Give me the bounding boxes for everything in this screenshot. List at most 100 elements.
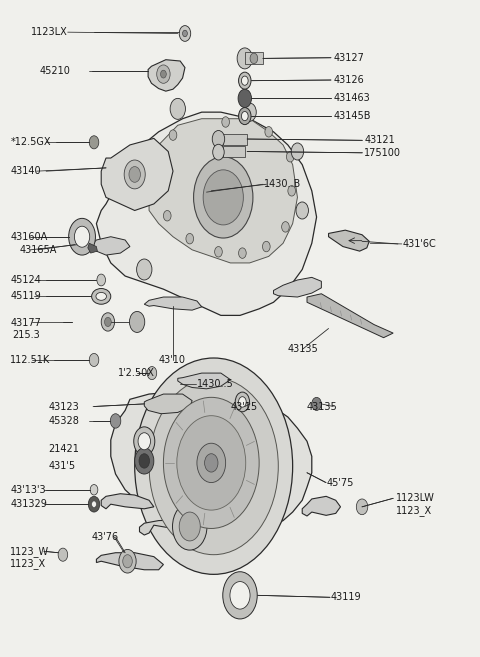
Circle shape bbox=[223, 572, 257, 619]
Text: 45124: 45124 bbox=[10, 275, 41, 285]
Text: 1123_X: 1123_X bbox=[396, 505, 432, 516]
Polygon shape bbox=[274, 277, 322, 297]
Circle shape bbox=[204, 454, 218, 472]
Circle shape bbox=[238, 89, 252, 108]
Circle shape bbox=[130, 311, 145, 332]
Text: 43121: 43121 bbox=[364, 135, 395, 145]
Text: 43'15: 43'15 bbox=[230, 401, 258, 411]
Circle shape bbox=[89, 353, 99, 367]
Circle shape bbox=[157, 65, 170, 83]
Circle shape bbox=[137, 259, 152, 280]
Polygon shape bbox=[178, 373, 230, 389]
Polygon shape bbox=[148, 60, 185, 91]
Circle shape bbox=[74, 226, 90, 247]
Polygon shape bbox=[88, 243, 97, 253]
Circle shape bbox=[288, 185, 296, 196]
Circle shape bbox=[265, 127, 273, 137]
Circle shape bbox=[241, 112, 248, 121]
Text: 1123_X: 1123_X bbox=[10, 558, 47, 570]
Text: 112.51K: 112.51K bbox=[10, 355, 50, 365]
Circle shape bbox=[149, 378, 278, 555]
Circle shape bbox=[179, 512, 200, 541]
Polygon shape bbox=[144, 297, 202, 310]
Circle shape bbox=[129, 167, 141, 182]
Circle shape bbox=[287, 152, 294, 162]
Text: 431'6C: 431'6C bbox=[403, 239, 436, 249]
Circle shape bbox=[97, 274, 106, 286]
Text: 431329: 431329 bbox=[10, 499, 47, 509]
Text: 43177: 43177 bbox=[10, 318, 41, 328]
Circle shape bbox=[69, 218, 96, 255]
Text: 45'75: 45'75 bbox=[326, 478, 354, 487]
Text: 1'2.50X: 1'2.50X bbox=[118, 368, 155, 378]
Text: 1123_W: 1123_W bbox=[10, 546, 49, 557]
Polygon shape bbox=[223, 147, 245, 157]
Circle shape bbox=[123, 555, 132, 568]
Ellipse shape bbox=[92, 288, 111, 304]
Text: 21421: 21421 bbox=[48, 444, 79, 454]
Circle shape bbox=[170, 99, 185, 120]
Circle shape bbox=[203, 170, 243, 225]
Text: 43160A: 43160A bbox=[10, 232, 48, 242]
Circle shape bbox=[163, 210, 171, 221]
Text: 1430..B: 1430..B bbox=[264, 179, 301, 189]
Circle shape bbox=[296, 202, 309, 219]
Polygon shape bbox=[245, 52, 263, 64]
Circle shape bbox=[235, 392, 250, 412]
Text: 43'10: 43'10 bbox=[158, 355, 186, 365]
Polygon shape bbox=[328, 230, 369, 251]
Polygon shape bbox=[111, 392, 312, 530]
Polygon shape bbox=[92, 237, 130, 255]
Circle shape bbox=[88, 496, 100, 512]
Circle shape bbox=[163, 397, 259, 528]
Circle shape bbox=[138, 433, 151, 450]
Polygon shape bbox=[96, 553, 163, 570]
Circle shape bbox=[172, 503, 207, 550]
Text: 43165A: 43165A bbox=[20, 245, 57, 255]
Circle shape bbox=[263, 241, 270, 252]
Circle shape bbox=[110, 414, 121, 428]
Polygon shape bbox=[140, 520, 240, 535]
Circle shape bbox=[101, 313, 115, 331]
Circle shape bbox=[237, 48, 252, 69]
Circle shape bbox=[119, 549, 136, 573]
Circle shape bbox=[135, 358, 293, 574]
Circle shape bbox=[356, 499, 368, 514]
Circle shape bbox=[105, 317, 111, 327]
Text: 431'5: 431'5 bbox=[48, 461, 76, 471]
Text: 1430..5: 1430..5 bbox=[197, 379, 234, 389]
Text: 45119: 45119 bbox=[10, 291, 41, 302]
Circle shape bbox=[92, 501, 96, 507]
Circle shape bbox=[193, 157, 253, 238]
Polygon shape bbox=[223, 134, 247, 145]
Polygon shape bbox=[96, 112, 317, 315]
Text: 43126: 43126 bbox=[333, 75, 364, 85]
Text: 43119: 43119 bbox=[331, 593, 361, 602]
Circle shape bbox=[153, 185, 160, 196]
Text: *12.5GX: *12.5GX bbox=[10, 137, 51, 147]
Circle shape bbox=[89, 136, 99, 149]
Text: 43123: 43123 bbox=[48, 401, 79, 411]
Circle shape bbox=[215, 246, 222, 257]
Circle shape bbox=[197, 443, 226, 483]
Circle shape bbox=[312, 397, 322, 411]
Circle shape bbox=[241, 76, 248, 85]
Polygon shape bbox=[101, 139, 173, 210]
Polygon shape bbox=[101, 493, 154, 509]
Text: 45210: 45210 bbox=[39, 66, 70, 76]
Text: 43140: 43140 bbox=[10, 166, 41, 176]
Circle shape bbox=[239, 397, 246, 407]
Text: 1123LW: 1123LW bbox=[396, 493, 434, 503]
Circle shape bbox=[239, 248, 246, 258]
Text: 43127: 43127 bbox=[333, 53, 364, 62]
Circle shape bbox=[291, 143, 304, 160]
Circle shape bbox=[124, 160, 145, 189]
Circle shape bbox=[239, 108, 251, 125]
Circle shape bbox=[139, 454, 150, 468]
Text: 215.3: 215.3 bbox=[12, 330, 40, 340]
Text: 43'76: 43'76 bbox=[92, 532, 119, 542]
Text: 43135: 43135 bbox=[307, 401, 338, 411]
Circle shape bbox=[58, 548, 68, 561]
Circle shape bbox=[212, 131, 225, 148]
Circle shape bbox=[243, 103, 256, 122]
